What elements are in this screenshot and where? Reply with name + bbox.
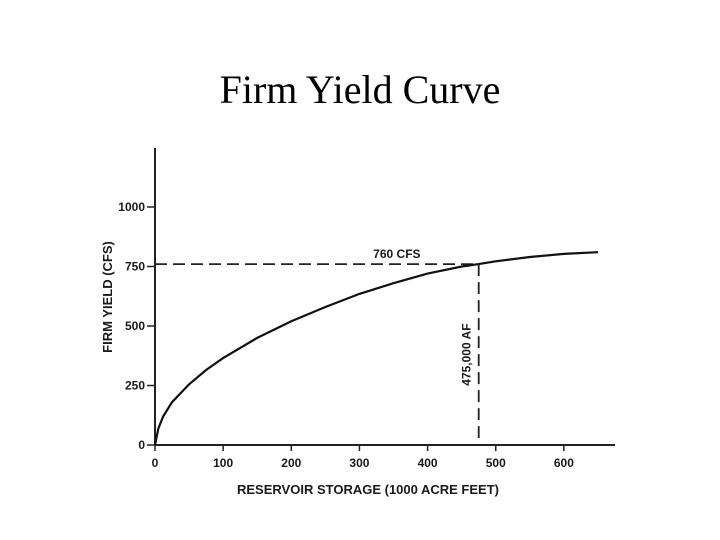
axes <box>154 148 615 446</box>
y-axis-label: FIRM YIELD (CFS) <box>100 241 115 353</box>
y-tick-label: 750 <box>125 260 145 274</box>
y-ticks: 0 250 500 750 1000 <box>118 200 155 452</box>
yield-curve-line <box>153 251 599 446</box>
x-tick-label: 500 <box>486 456 506 470</box>
y-tick-label: 0 <box>138 438 145 452</box>
annotation-storage-label: 475,000 AF <box>460 323 474 385</box>
x-tick-label: 100 <box>213 456 233 470</box>
x-tick-label: 400 <box>418 456 438 470</box>
x-tick-label: 300 <box>349 456 369 470</box>
x-tick-label: 0 <box>152 456 159 470</box>
slide-title: Firm Yield Curve <box>219 67 501 112</box>
y-tick-label: 1000 <box>118 200 145 214</box>
y-tick-label: 250 <box>125 379 145 393</box>
annotation-yield-label: 760 CFS <box>373 247 420 261</box>
guide-lines <box>155 263 480 445</box>
x-tick-label: 200 <box>281 456 301 470</box>
x-axis-label: RESERVOIR STORAGE (1000 ACRE FEET) <box>237 482 499 497</box>
annotations: 760 CFS 475,000 AF <box>373 247 474 386</box>
x-ticks: 0 100 200 300 400 500 600 <box>152 445 574 470</box>
x-tick-label: 600 <box>554 456 574 470</box>
y-tick-label: 500 <box>125 319 145 333</box>
